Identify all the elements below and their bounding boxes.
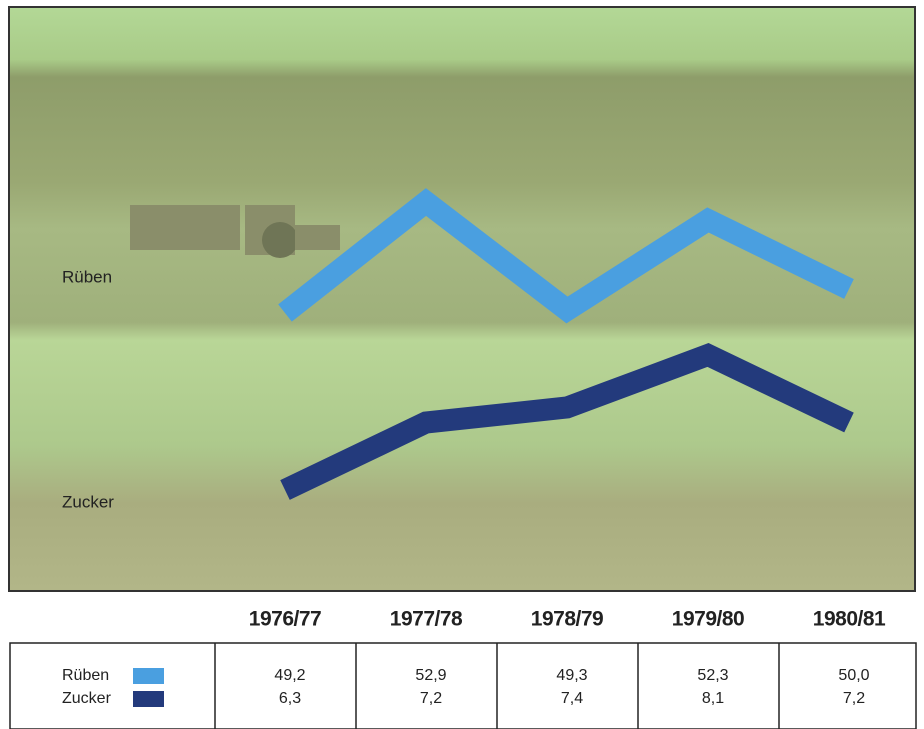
table-value: 49,3 bbox=[556, 667, 587, 684]
series-label: Rüben bbox=[62, 267, 112, 286]
tractor bbox=[130, 205, 340, 258]
table-value: 6,3 bbox=[279, 690, 301, 707]
legend-swatch bbox=[133, 668, 164, 684]
table-value: 8,1 bbox=[702, 690, 724, 707]
table-value: 49,2 bbox=[274, 667, 305, 684]
table-value: 7,2 bbox=[843, 690, 865, 707]
table-value: 50,0 bbox=[838, 667, 869, 684]
column-header: 1978/79 bbox=[531, 608, 603, 631]
table-value: 52,3 bbox=[697, 667, 728, 684]
series-line bbox=[280, 343, 854, 500]
table-value: 52,9 bbox=[415, 667, 446, 684]
table-frame bbox=[9, 642, 917, 729]
legend-swatch bbox=[133, 691, 164, 707]
column-header: 1979/80 bbox=[672, 608, 744, 631]
column-header: 1977/78 bbox=[390, 608, 463, 631]
series-label: Zucker bbox=[62, 492, 114, 511]
table-value: 7,4 bbox=[561, 690, 583, 707]
legend-label: Rüben bbox=[62, 667, 109, 684]
legend-label: Zucker bbox=[62, 690, 112, 707]
column-header: 1980/81 bbox=[813, 608, 886, 631]
photo-background bbox=[8, 6, 916, 592]
table-value: 7,2 bbox=[420, 690, 442, 707]
series-line bbox=[278, 188, 854, 324]
column-header: 1976/77 bbox=[249, 608, 321, 631]
